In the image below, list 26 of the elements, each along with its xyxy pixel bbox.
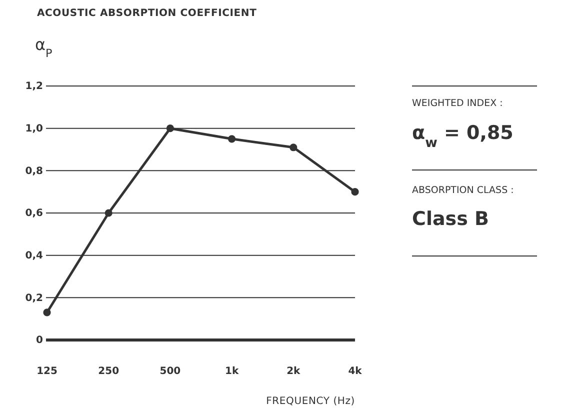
point	[166, 124, 174, 132]
y-tick-label: 0,4	[25, 250, 44, 262]
x-axis-title: FREQUENCY (Hz)	[266, 396, 355, 407]
point	[290, 144, 298, 152]
text: Class B	[412, 208, 489, 230]
chart-title: ACOUSTIC ABSORPTION COEFFICIENT	[37, 8, 257, 19]
text: α$_{w}$ = 0,85	[412, 122, 514, 150]
y-tick-label: 0,6	[25, 208, 44, 220]
y-tick-label: 1,2	[25, 81, 44, 92]
y-tick-label: 1,0	[25, 124, 44, 135]
point	[228, 135, 236, 143]
text: WEIGHTED INDEX :	[412, 98, 503, 109]
x-tick-label: 500	[160, 366, 181, 378]
x-tick-label: 125	[36, 366, 58, 378]
text: ABSORPTION CLASS :	[412, 185, 514, 196]
point	[104, 209, 112, 217]
point	[351, 188, 359, 196]
x-tick-label: 2k	[286, 366, 301, 378]
point	[43, 308, 51, 316]
y-tick-label: 0,8	[25, 166, 44, 177]
x-tick-label: 250	[98, 366, 120, 378]
x-tick-label: 4k	[348, 366, 362, 378]
x-tick-label: 1k	[224, 366, 239, 378]
y-axis-title: α$_{P}$	[35, 35, 53, 60]
y-tick-label: 0	[36, 335, 44, 346]
y-tick-label: 0,2	[25, 292, 44, 304]
